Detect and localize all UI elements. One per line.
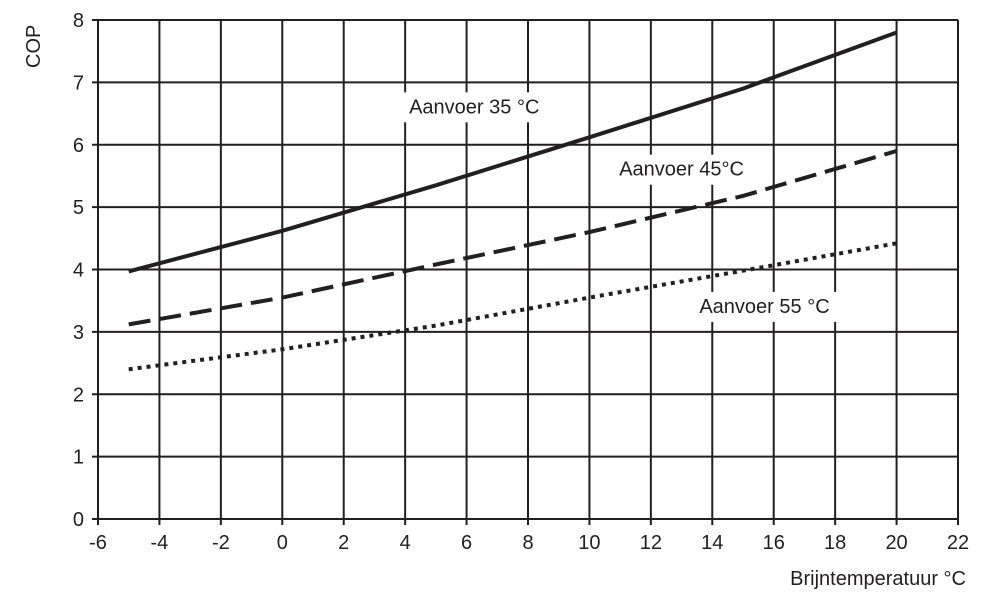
x-tick-label: 20 xyxy=(885,532,907,554)
series-line-dotted xyxy=(128,241,897,372)
curve-labels: Aanvoer 35 °C Aanvoer 45°C Aanvoer 55 °C xyxy=(401,92,838,322)
curve-label: Aanvoer 45°C xyxy=(619,159,744,181)
x-tick-label: 22 xyxy=(947,532,969,554)
x-tick-label: 12 xyxy=(640,532,662,554)
y-tick-label: 1 xyxy=(73,447,84,469)
y-tick-label: 2 xyxy=(73,384,84,406)
x-tick-label: 14 xyxy=(701,532,723,554)
x-tick-label: 0 xyxy=(277,532,288,554)
y-tick-label: 6 xyxy=(73,135,84,157)
x-tick-label: 10 xyxy=(578,532,600,554)
y-tick-label: 7 xyxy=(73,72,84,94)
x-tick-label: -6 xyxy=(89,532,107,554)
x-tick-label: 16 xyxy=(763,532,785,554)
x-tick-label: 2 xyxy=(338,532,349,554)
y-tick-label: 3 xyxy=(73,322,84,344)
series-lines xyxy=(128,30,898,372)
x-tick-label: 18 xyxy=(824,532,846,554)
series-line-dashed xyxy=(128,149,898,327)
x-axis-label: Brijntemperatuur °C xyxy=(790,568,966,590)
grid xyxy=(92,19,959,525)
curve-label: Aanvoer 55 °C xyxy=(699,296,829,318)
y-tick-label: 8 xyxy=(73,10,84,32)
x-tick-label: 4 xyxy=(400,532,411,554)
curve-label-background xyxy=(611,154,752,185)
y-tick-label: 0 xyxy=(73,509,84,531)
y-tick-label: 5 xyxy=(73,197,84,219)
curve-label: Aanvoer 35 °C xyxy=(409,96,539,118)
y-axis-label: COP xyxy=(23,25,45,68)
x-tick-label: 6 xyxy=(461,532,472,554)
x-tick-label: -4 xyxy=(151,532,169,554)
x-tick-label: 8 xyxy=(522,532,533,554)
y-tick-label: 4 xyxy=(73,260,84,282)
curve-label-background xyxy=(691,291,838,322)
curve-label-background xyxy=(401,92,548,123)
series-line-solid xyxy=(128,30,898,274)
x-tick-label: -2 xyxy=(212,532,230,554)
